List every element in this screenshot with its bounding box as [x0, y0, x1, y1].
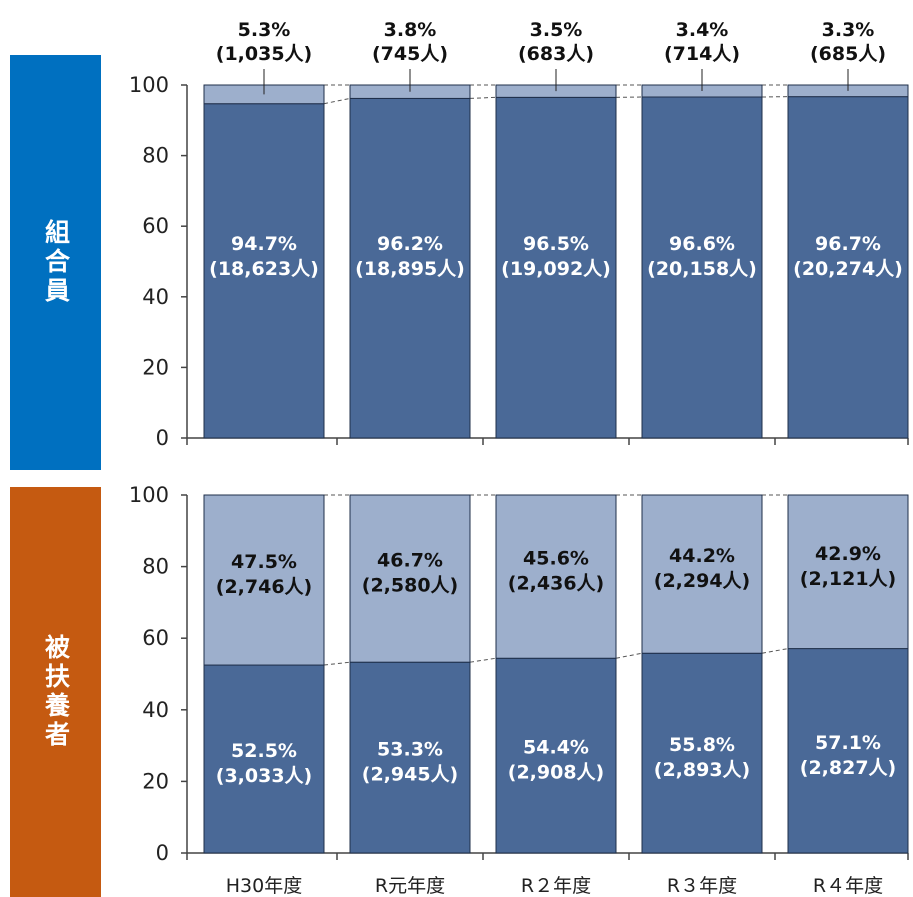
data-label-upper-pct: 45.6%: [523, 548, 589, 570]
data-label-lower-count: (18,623人): [209, 258, 319, 280]
connector-line: [323, 97, 351, 105]
data-label-lower-count: (2,908人): [508, 762, 604, 784]
data-label-lower-pct: 55.8%: [669, 734, 735, 756]
y-tick-label: 40: [142, 698, 169, 722]
y-tick-label: 0: [156, 426, 169, 450]
data-label-upper-pct: 42.9%: [815, 543, 881, 565]
bar-segment-lower: [203, 103, 325, 439]
data-label-lower-count: (18,895人): [355, 258, 465, 280]
bar-segment-lower: [349, 97, 471, 439]
data-label-lower-count: (3,033人): [216, 765, 312, 787]
data-label-upper-count: (683人): [518, 43, 594, 65]
bar-segment-lower: [495, 96, 617, 439]
data-label-lower-count: (20,158人): [647, 258, 757, 280]
data-label-upper-pct: 44.2%: [669, 545, 735, 567]
data-label-lower-pct: 96.2%: [377, 233, 443, 255]
data-label-lower-count: (2,893人): [654, 759, 750, 781]
x-category-label: R元年度: [375, 875, 445, 897]
y-tick-label: 0: [156, 841, 169, 865]
data-label-upper-pct: 47.5%: [231, 551, 297, 573]
side-label-dependents: 被扶養者: [10, 487, 101, 897]
x-category-label: R２年度: [521, 875, 591, 897]
side-label-members: 組合員: [10, 55, 101, 470]
data-label-upper-pct: 3.3%: [822, 19, 875, 41]
x-category-label: R４年度: [813, 875, 883, 897]
bar-segment-lower: [495, 657, 617, 854]
y-tick-label: 80: [142, 144, 169, 168]
data-label-lower-count: (2,827人): [800, 757, 896, 779]
bar-segment-upper: [495, 494, 617, 659]
connector-line: [761, 648, 789, 654]
y-tick-label: 20: [142, 355, 169, 379]
data-label-upper-count: (685人): [810, 43, 886, 65]
data-label-upper-count: (2,746人): [216, 576, 312, 598]
data-label-upper-count: (2,580人): [362, 575, 458, 597]
data-label-lower-count: (2,945人): [362, 764, 458, 786]
data-label-upper-pct: 3.5%: [530, 19, 583, 41]
data-label-lower-count: (19,092人): [501, 258, 611, 280]
bar-segment-lower: [787, 96, 909, 439]
data-label-upper-count: (745人): [372, 43, 448, 65]
data-label-upper-pct: 46.7%: [377, 550, 443, 572]
bar-segment-lower: [787, 648, 909, 854]
data-label-lower-pct: 52.5%: [231, 740, 297, 762]
data-label-lower-pct: 96.5%: [523, 233, 589, 255]
bar-segment-lower: [203, 664, 325, 854]
connector-line: [615, 652, 643, 659]
bar-segment-upper: [203, 494, 325, 666]
data-label-lower-pct: 94.7%: [231, 233, 297, 255]
y-tick-label: 60: [142, 214, 169, 238]
y-tick-label: 100: [129, 483, 169, 507]
data-label-upper-count: (1,035人): [216, 43, 312, 65]
y-tick-label: 100: [129, 73, 169, 97]
data-label-lower-pct: 53.3%: [377, 739, 443, 761]
data-label-upper-pct: 3.8%: [384, 19, 437, 41]
x-category-label: H30年度: [226, 875, 302, 897]
bar-segment-upper: [641, 494, 763, 654]
data-label-upper-pct: 5.3%: [238, 19, 291, 41]
data-label-upper-count: (2,436人): [508, 573, 604, 595]
bar-segment-lower: [349, 661, 471, 854]
data-label-lower-pct: 54.4%: [523, 737, 589, 759]
data-label-upper-count: (714人): [664, 43, 740, 65]
data-label-lower-count: (20,274人): [793, 258, 903, 280]
x-category-label: R３年度: [667, 875, 737, 897]
connector-line: [469, 96, 497, 99]
data-label-upper-pct: 3.4%: [676, 19, 729, 41]
bar-segment-lower: [641, 96, 763, 439]
connector-line: [469, 657, 497, 663]
data-label-lower-pct: 96.7%: [815, 233, 881, 255]
data-label-lower-pct: 57.1%: [815, 732, 881, 754]
data-label-lower-pct: 96.6%: [669, 233, 735, 255]
y-tick-label: 20: [142, 769, 169, 793]
connector-line: [323, 661, 351, 666]
y-tick-label: 80: [142, 555, 169, 579]
y-tick-label: 40: [142, 285, 169, 309]
data-label-upper-count: (2,294人): [654, 570, 750, 592]
y-tick-label: 60: [142, 626, 169, 650]
bar-segment-upper: [787, 494, 909, 650]
data-label-upper-count: (2,121人): [800, 568, 896, 590]
bar-segment-upper: [349, 494, 471, 663]
bar-segment-lower: [641, 652, 763, 854]
